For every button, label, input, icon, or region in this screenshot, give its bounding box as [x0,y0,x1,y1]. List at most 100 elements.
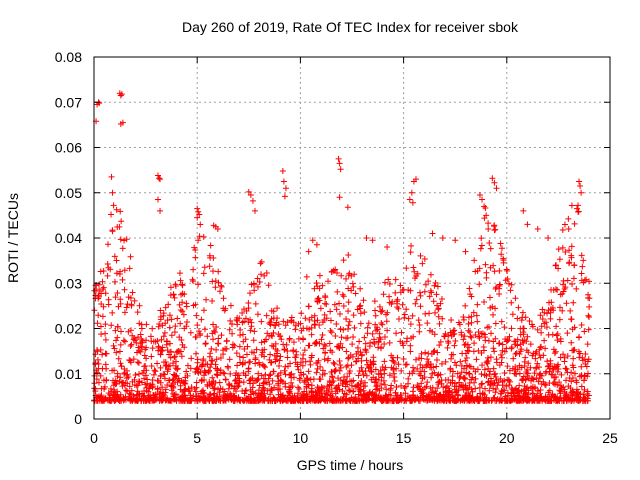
data-point [300,336,307,343]
data-point [398,382,405,389]
data-point [575,395,582,402]
data-point [275,385,282,392]
data-point [282,383,289,390]
data-point [531,370,538,377]
x-tick-label: 20 [499,430,515,446]
data-point [533,392,540,399]
data-point [457,358,464,365]
data-point [552,374,559,381]
data-point [313,241,320,248]
data-point [421,288,428,295]
data-point [282,371,289,378]
data-point [561,388,568,395]
data-point [504,363,511,370]
y-tick-label: 0.08 [55,49,82,65]
data-point [258,391,265,398]
data-point [206,263,213,270]
data-point [373,392,380,399]
data-point [577,182,584,189]
data-point [503,383,510,390]
data-point [568,202,575,209]
data-point [249,388,256,395]
data-point [473,356,480,363]
data-point [317,376,324,383]
data-point [192,393,199,400]
data-point [293,348,300,355]
data-point [348,378,355,385]
data-point [118,218,125,225]
data-point [172,283,179,290]
data-point [361,334,368,341]
data-point [93,369,100,376]
data-point [483,372,490,379]
data-point [383,396,390,403]
data-point [160,333,167,340]
data-point [107,385,114,392]
data-point [138,397,145,404]
data-point [158,348,165,355]
data-point [243,351,250,358]
data-point [127,253,134,260]
data-point [377,336,384,343]
data-point [578,321,585,328]
data-point [338,334,345,341]
data-point [240,354,247,361]
data-point [413,272,420,279]
data-point [436,392,443,399]
data-point [170,371,177,378]
data-point [110,377,117,384]
data-point [565,383,572,390]
data-point [518,388,525,395]
data-point [336,357,343,364]
data-point [343,315,350,322]
data-point [470,309,477,316]
data-point [417,292,424,299]
data-point [575,334,582,341]
data-point [114,373,121,380]
data-point [275,321,282,328]
data-point [259,347,266,354]
data-point [444,344,451,351]
data-point [97,372,104,379]
data-point [229,341,236,348]
data-point [210,378,217,385]
data-point [358,352,365,359]
data-point [204,333,211,340]
data-point [168,332,175,339]
data-point [117,341,124,348]
data-point [438,360,445,367]
data-point [555,361,562,368]
data-point [117,374,124,381]
data-point [361,309,368,316]
data-point [377,367,384,374]
data-point [260,380,267,387]
data-point [252,300,259,307]
data-point [565,260,572,267]
data-point [379,307,386,314]
data-point [229,321,236,328]
data-point [358,392,365,399]
data-point [236,353,243,360]
data-point [417,303,424,310]
data-point [201,326,208,333]
data-point [570,275,577,282]
data-point [500,387,507,394]
data-point [437,300,444,307]
data-point [478,235,485,242]
data-point [550,394,557,401]
data-point [113,394,120,401]
data-point [413,296,420,303]
data-point [499,382,506,389]
data-point [137,331,144,338]
data-point [178,353,185,360]
data-point [436,342,443,349]
data-point [115,303,122,310]
data-point [350,334,357,341]
data-point [428,395,435,402]
data-point [571,261,578,268]
data-point [177,320,184,327]
data-point [521,394,528,401]
data-point [354,397,361,404]
data-point [582,350,589,357]
data-point [260,385,267,392]
